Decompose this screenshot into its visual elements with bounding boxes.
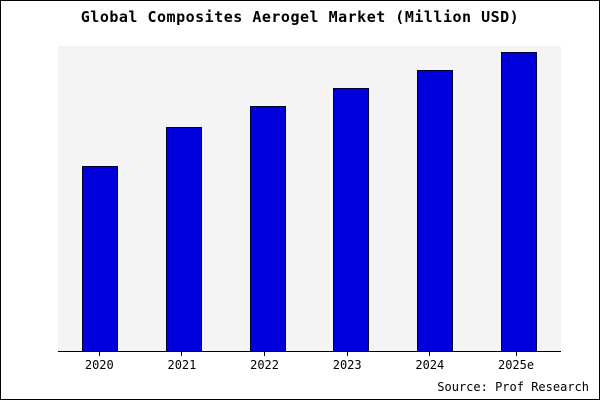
source-text: Source: Prof Research xyxy=(437,380,589,394)
x-tick-2020: 2020 xyxy=(85,352,114,372)
bar-2021 xyxy=(165,126,202,351)
bar-2022 xyxy=(249,105,286,351)
bar-2020 xyxy=(81,165,118,351)
bar-2024 xyxy=(417,69,454,351)
x-tick-2021: 2021 xyxy=(167,352,196,372)
x-tick-2024: 2024 xyxy=(415,352,444,372)
x-tick-label: 2025e xyxy=(497,358,535,372)
tick-mark xyxy=(181,352,183,356)
x-tick-label: 2020 xyxy=(84,358,114,372)
x-tick-label: 2024 xyxy=(415,358,445,372)
tick-mark xyxy=(264,352,266,356)
x-tick-2022: 2022 xyxy=(250,352,279,372)
bar-2025e xyxy=(501,51,538,351)
tick-mark xyxy=(429,352,431,356)
tick-mark xyxy=(515,352,517,356)
bars-container xyxy=(58,46,561,351)
x-axis: 2020 2021 2022 2023 2024 2025e xyxy=(58,352,561,372)
x-tick-label: 2023 xyxy=(332,358,362,372)
plot-area xyxy=(58,46,561,352)
tick-mark xyxy=(346,352,348,356)
x-tick-label: 2021 xyxy=(167,358,197,372)
chart-title: Global Composites Aerogel Market (Millio… xyxy=(80,8,520,26)
x-tick-2023: 2023 xyxy=(333,352,362,372)
bar-2023 xyxy=(333,87,370,351)
x-tick-2025e: 2025e xyxy=(498,352,534,372)
x-tick-label: 2022 xyxy=(250,358,280,372)
tick-mark xyxy=(98,352,100,356)
